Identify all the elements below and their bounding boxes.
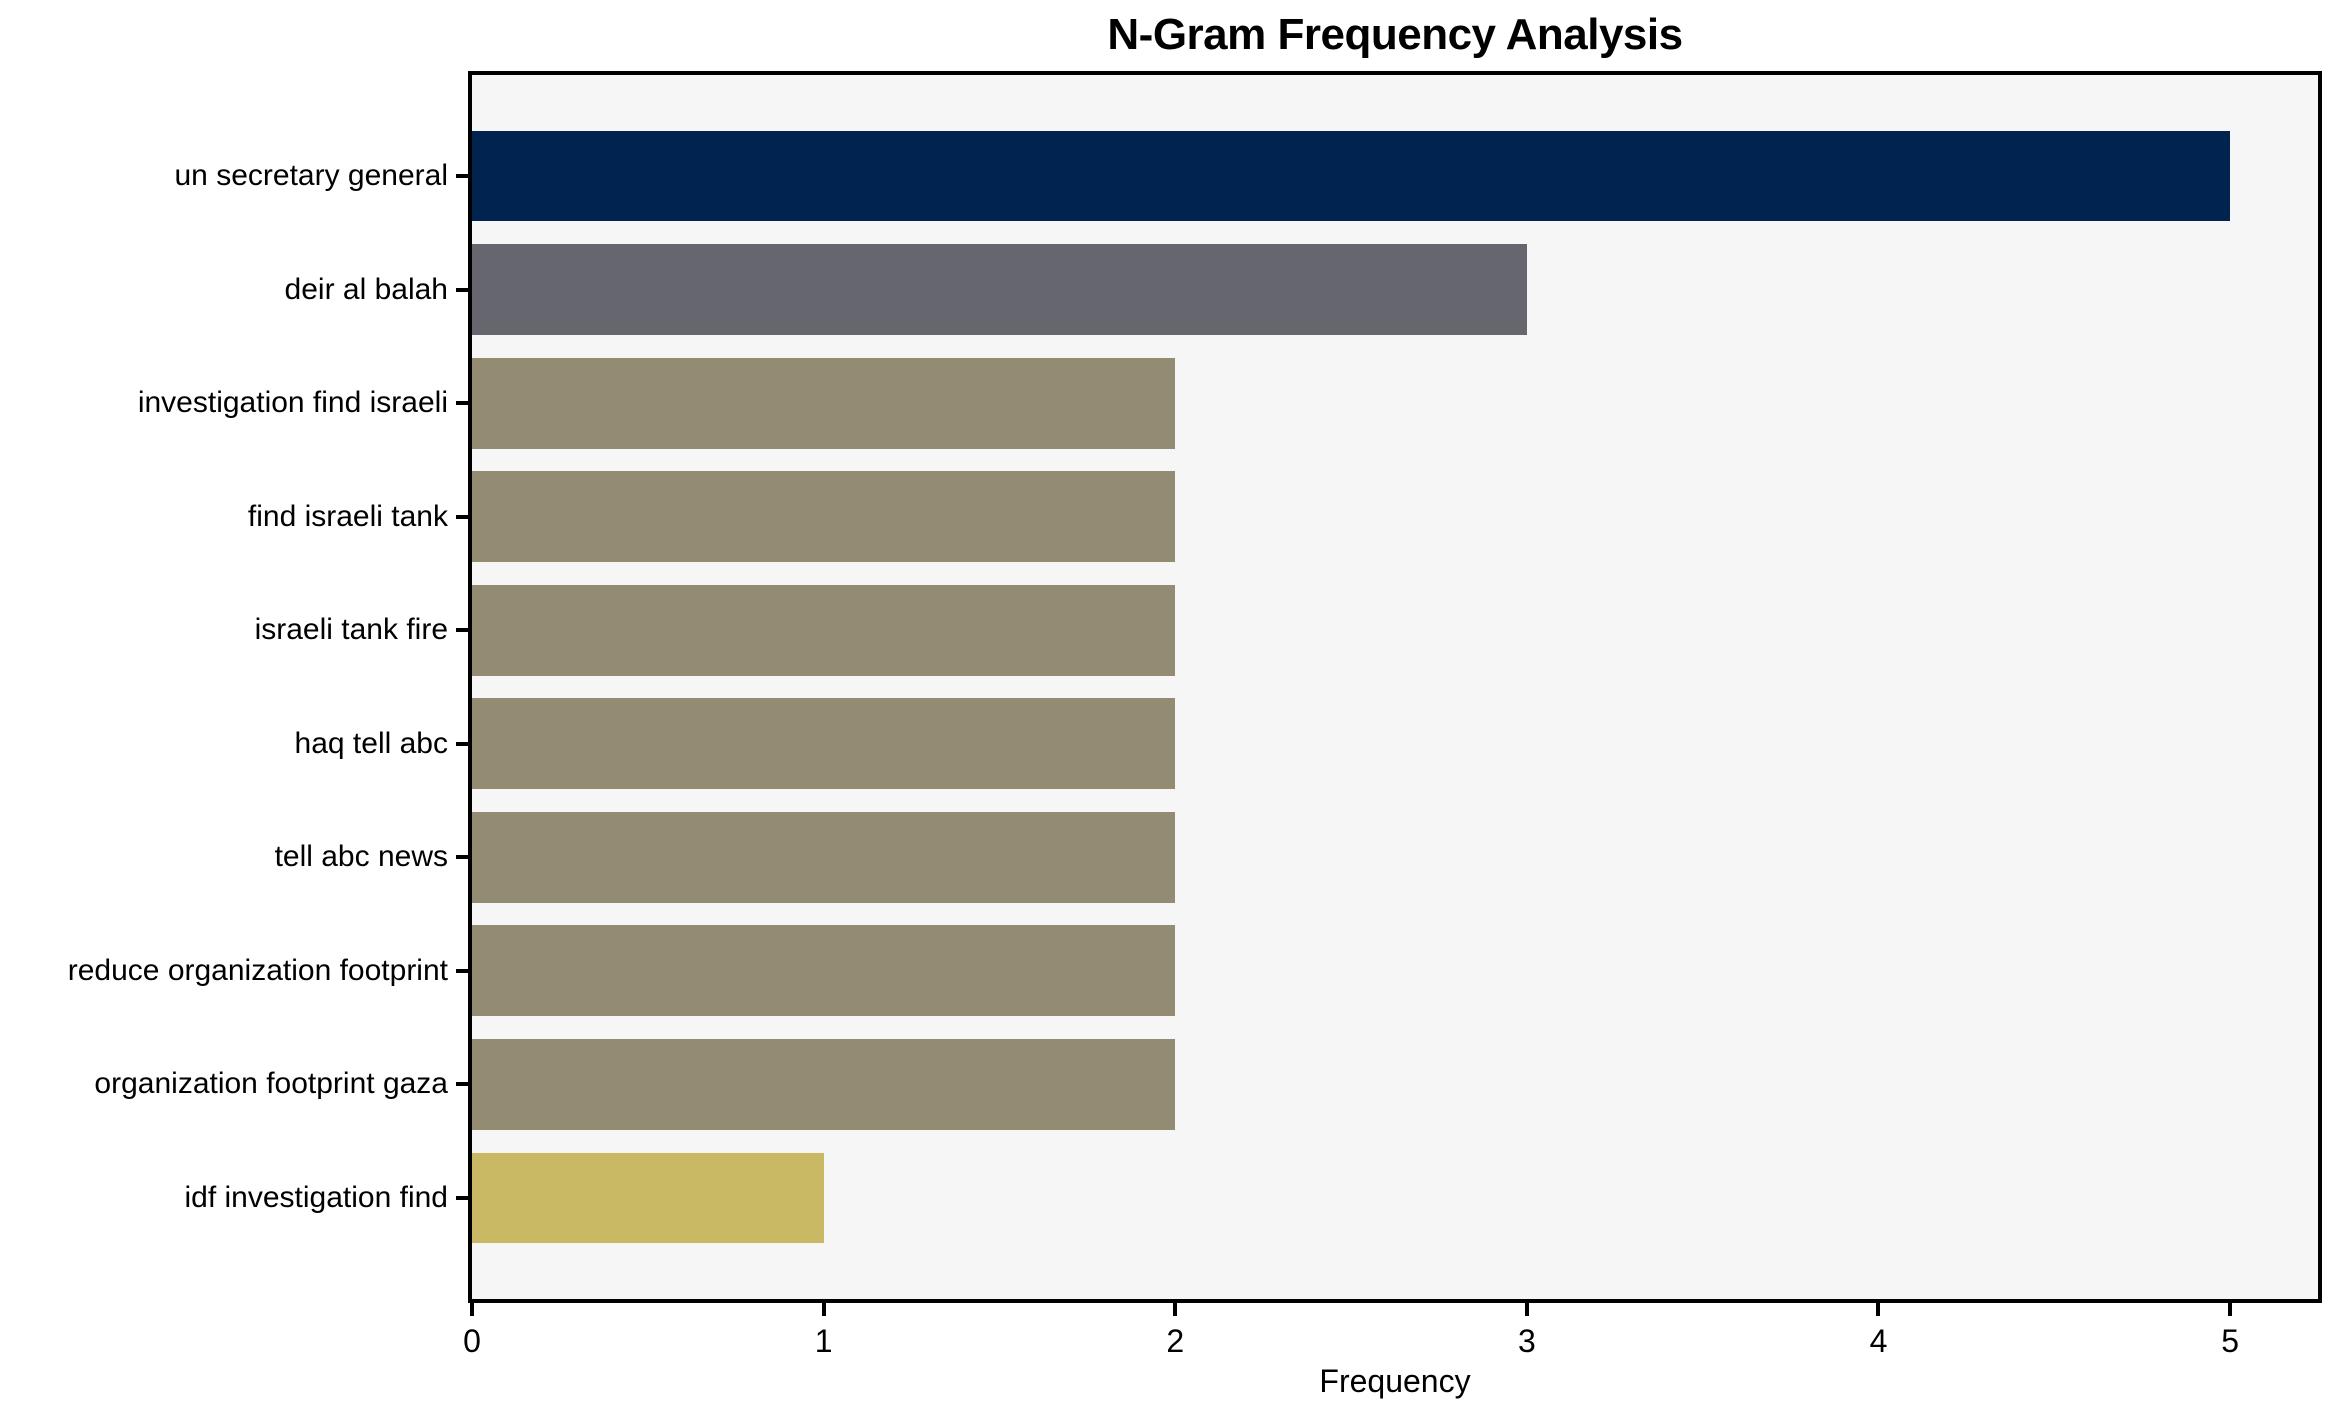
y-tick-mark bbox=[456, 1195, 468, 1200]
x-tick-mark bbox=[1524, 1303, 1529, 1316]
chart-title: N-Gram Frequency Analysis bbox=[1107, 10, 1683, 59]
y-tick-mark bbox=[456, 174, 468, 179]
x-tick-label: 1 bbox=[814, 1323, 833, 1359]
x-tick-label: 2 bbox=[1166, 1323, 1185, 1359]
bar bbox=[472, 471, 1176, 563]
plot-area: Frequency un secretary general deir al ba… bbox=[68, 71, 2322, 1399]
y-tick-label: un secretary general bbox=[174, 159, 449, 193]
bar bbox=[472, 130, 2231, 222]
x-tick-mark bbox=[2228, 1303, 2233, 1316]
x-axis-label: Frequency bbox=[1319, 1363, 1471, 1399]
y-tick-label: deir al balah bbox=[284, 272, 448, 306]
y-tick-label: idf investigation find bbox=[184, 1180, 449, 1214]
bar bbox=[472, 584, 1176, 676]
y-tick-label: reduce organization footprint bbox=[67, 953, 448, 987]
bar bbox=[472, 925, 1176, 1017]
bar bbox=[472, 698, 1176, 790]
y-tick-mark bbox=[456, 628, 468, 633]
y-tick-label: investigation find israeli bbox=[137, 386, 448, 420]
x-tick-label: 4 bbox=[1869, 1323, 1888, 1359]
y-tick-mark bbox=[456, 741, 468, 746]
y-tick-mark bbox=[456, 968, 468, 973]
bar bbox=[472, 811, 1176, 903]
y-tick-mark bbox=[456, 287, 468, 292]
x-tick-label: 0 bbox=[463, 1323, 481, 1359]
y-tick-label: haq tell abc bbox=[294, 726, 448, 760]
x-tick-mark bbox=[1173, 1303, 1178, 1316]
y-tick-label: find israeli tank bbox=[247, 499, 448, 533]
y-tick-label: organization footprint gaza bbox=[94, 1067, 448, 1101]
y-tick-mark bbox=[456, 401, 468, 406]
bar bbox=[472, 1152, 824, 1244]
y-tick-mark bbox=[456, 1082, 468, 1087]
y-tick-label: israeli tank fire bbox=[254, 613, 448, 647]
y-tick-mark bbox=[456, 514, 468, 519]
y-tick-mark bbox=[456, 855, 468, 860]
x-tick-mark bbox=[1876, 1303, 1881, 1316]
x-tick-mark bbox=[470, 1303, 474, 1316]
y-tick-label: tell abc news bbox=[274, 840, 448, 874]
bar bbox=[472, 244, 1527, 335]
bar bbox=[472, 1038, 1176, 1130]
x-tick-label: 5 bbox=[2221, 1323, 2239, 1359]
x-tick-label: 3 bbox=[1517, 1323, 1536, 1359]
bar bbox=[472, 357, 1176, 449]
x-tick-mark bbox=[821, 1303, 826, 1316]
